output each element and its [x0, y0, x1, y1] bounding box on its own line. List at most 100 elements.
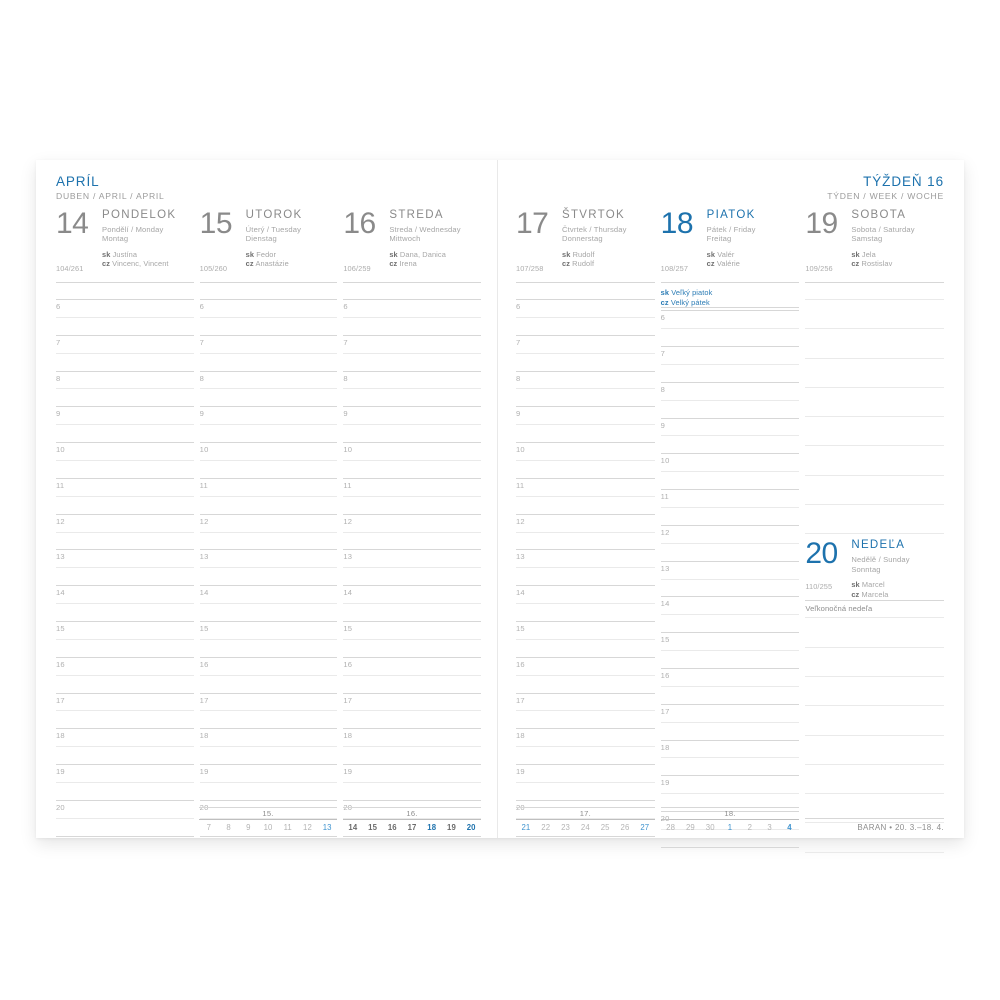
hour-row[interactable]: 10 [660, 453, 800, 471]
hour-row[interactable]: 12 [660, 524, 800, 543]
hour-row[interactable]: 19 [56, 764, 194, 782]
week-day-cell[interactable]: 28 [666, 823, 676, 832]
ruled-line[interactable] [805, 474, 945, 504]
ruled-line[interactable] [805, 734, 945, 764]
hour-row[interactable]: 12 [516, 513, 655, 532]
time-grid[interactable]: 6 7 8 9 10 11 12 13 14 15 16 17 18 19 20 [516, 299, 655, 837]
hour-row[interactable]: 18 [199, 728, 338, 746]
hour-row[interactable]: 18 [343, 728, 482, 746]
half-hour-row[interactable] [516, 460, 655, 478]
week-strip-17[interactable]: 17. 21 22 23 24 25 26 27 [516, 807, 655, 832]
week-day-cell[interactable]: 15 [368, 823, 378, 832]
half-hour-row[interactable] [56, 495, 194, 514]
half-hour-row[interactable] [660, 542, 800, 561]
hour-row[interactable]: 9 [199, 406, 338, 424]
week-day-cell[interactable]: 10 [263, 823, 273, 832]
half-hour-row[interactable] [56, 638, 194, 657]
half-hour-row[interactable] [56, 710, 194, 728]
hour-row[interactable]: 17 [516, 692, 655, 711]
half-hour-row[interactable] [56, 782, 194, 800]
week-day-cell[interactable]: 30 [705, 823, 715, 832]
week-day-cell[interactable]: 11 [283, 823, 292, 832]
hour-row[interactable]: 14 [343, 585, 482, 603]
ruled-line[interactable] [805, 445, 945, 474]
week-day-cell[interactable]: 12 [303, 823, 312, 832]
half-hour-row[interactable] [199, 495, 338, 514]
hour-row[interactable]: 14 [199, 585, 338, 603]
half-hour-row[interactable] [199, 603, 338, 621]
half-hour-row[interactable] [56, 746, 194, 764]
half-hour-row[interactable] [660, 685, 800, 704]
ruled-line[interactable] [805, 763, 945, 793]
hour-row[interactable]: 7 [516, 334, 655, 353]
ruled-line[interactable] [805, 299, 945, 328]
hour-row[interactable]: 15 [660, 632, 800, 650]
hour-row[interactable]: 16 [660, 668, 800, 686]
half-hour-row[interactable] [199, 638, 338, 657]
hour-row[interactable]: 9 [660, 417, 800, 436]
week-day-cell[interactable]: 27 [640, 823, 650, 832]
hour-row[interactable]: 14 [516, 585, 655, 603]
week-day-cell[interactable]: 13 [322, 823, 332, 832]
half-hour-row[interactable] [199, 531, 338, 550]
hour-row[interactable]: 11 [660, 489, 800, 507]
hour-row[interactable]: 8 [199, 370, 338, 389]
time-grid[interactable]: 6 7 8 9 10 11 12 13 14 15 16 17 18 19 20 [56, 299, 194, 837]
hour-row[interactable]: 10 [199, 442, 338, 460]
hour-row[interactable]: 8 [516, 370, 655, 389]
hour-row[interactable]: 13 [516, 549, 655, 567]
half-hour-row[interactable] [343, 424, 482, 442]
hour-row[interactable]: 17 [199, 692, 338, 711]
saturday-lines[interactable] [805, 299, 945, 535]
hour-row[interactable]: 11 [343, 477, 482, 496]
hour-row[interactable]: 10 [56, 442, 194, 460]
half-hour-row[interactable] [199, 352, 338, 371]
ruled-line[interactable] [805, 675, 945, 705]
week-day-cell[interactable]: 20 [466, 823, 476, 832]
ruled-line[interactable] [805, 646, 945, 676]
hour-row[interactable]: 19 [516, 764, 655, 782]
half-hour-row[interactable] [343, 388, 482, 406]
hour-row[interactable]: 8 [343, 370, 482, 389]
half-hour-row[interactable] [516, 638, 655, 657]
half-hour-row[interactable] [660, 578, 800, 597]
half-hour-row[interactable] [199, 817, 338, 836]
ruled-line[interactable] [805, 328, 945, 357]
hour-row[interactable]: 20 [56, 799, 194, 818]
sunday-lines[interactable] [805, 617, 945, 853]
hour-row[interactable]: 16 [56, 656, 194, 675]
half-hour-row[interactable] [343, 316, 482, 335]
hour-row[interactable]: 16 [516, 656, 655, 675]
hour-row[interactable]: 9 [516, 406, 655, 424]
hour-row[interactable]: 19 [660, 775, 800, 793]
time-grid[interactable]: 6 7 8 9 10 11 12 13 14 15 16 17 18 19 20 [660, 310, 800, 848]
week-day-cell[interactable]: 7 [206, 823, 212, 832]
ruled-line[interactable] [805, 793, 945, 822]
half-hour-row[interactable] [516, 424, 655, 442]
half-hour-row[interactable] [516, 567, 655, 585]
hour-row[interactable]: 10 [516, 442, 655, 460]
hour-row[interactable]: 6 [199, 299, 338, 317]
half-hour-row[interactable] [199, 388, 338, 406]
hour-row[interactable]: 14 [56, 585, 194, 603]
day-column-thursday[interactable]: 17 ŠTVRTOK Čtvrtek / Thursday Donnerstag sk … [516, 208, 655, 837]
half-hour-row[interactable] [56, 388, 194, 406]
week-day-cell[interactable]: 8 [226, 823, 231, 832]
week-day-cell[interactable]: 19 [447, 823, 456, 832]
half-hour-row[interactable] [199, 746, 338, 764]
hour-row[interactable]: 15 [199, 621, 338, 639]
half-hour-row[interactable] [660, 614, 800, 632]
ruled-line[interactable] [805, 504, 945, 533]
hour-row[interactable]: 11 [199, 477, 338, 496]
half-hour-row[interactable] [56, 674, 194, 693]
week-day-cell[interactable]: 24 [580, 823, 590, 832]
ruled-line[interactable] [805, 705, 945, 734]
hour-row[interactable]: 18 [56, 728, 194, 746]
hour-row[interactable]: 7 [343, 334, 482, 353]
half-hour-row[interactable] [516, 495, 655, 514]
ruled-line[interactable] [805, 822, 945, 851]
half-hour-row[interactable] [516, 817, 655, 836]
half-hour-row[interactable] [343, 782, 482, 800]
half-hour-row[interactable] [516, 388, 655, 406]
half-hour-row[interactable] [660, 757, 800, 775]
